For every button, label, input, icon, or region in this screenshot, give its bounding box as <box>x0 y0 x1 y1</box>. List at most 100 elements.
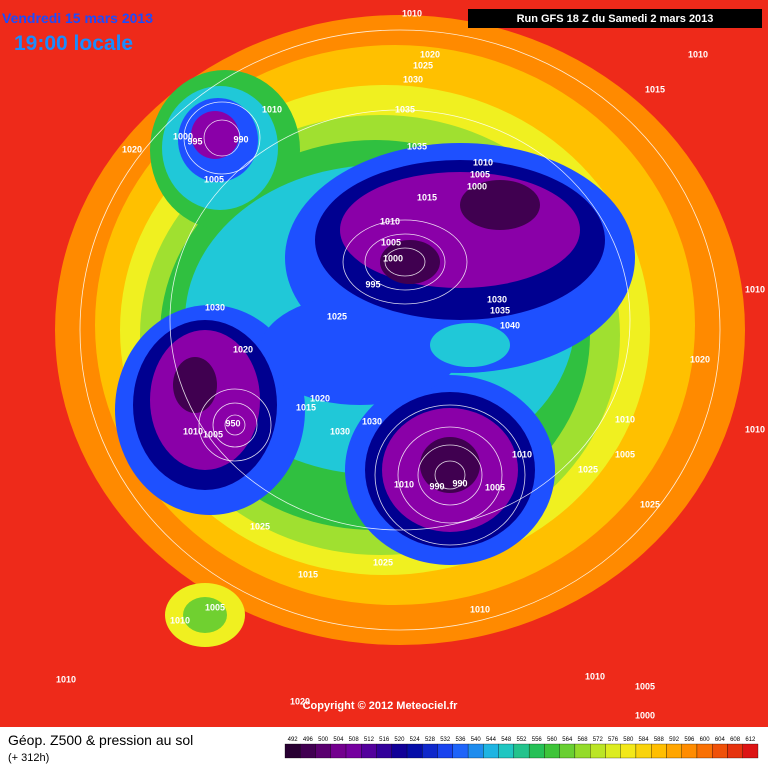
pressure-label: 1005 <box>204 174 224 184</box>
colorbar-swatch <box>452 743 469 759</box>
pressure-label: 1010 <box>688 49 708 59</box>
colorbar-label: 608 <box>730 737 741 743</box>
pressure-label: 1010 <box>380 216 400 226</box>
pressure-label: 1010 <box>745 424 765 434</box>
pressure-label: 1035 <box>490 305 510 315</box>
geopotential-field <box>0 0 768 727</box>
colorbar-swatch <box>544 743 560 759</box>
pressure-label: 1015 <box>417 192 437 202</box>
pressure-label: 1020 <box>310 393 330 403</box>
colorbar-swatch <box>345 743 362 759</box>
colorbar: 492 496 500 504 508 512 516 520 524 528 532 536 540 5… <box>284 737 759 759</box>
pressure-label: 1025 <box>250 521 270 531</box>
colorbar-swatch <box>513 743 530 759</box>
colorbar-label: 568 <box>578 737 589 743</box>
forecast-date: Vendredi 15 mars 2013 <box>2 10 153 26</box>
pressure-label: 1035 <box>407 141 427 151</box>
colorbar-swatch <box>727 743 743 759</box>
pressure-label: 995 <box>187 136 202 146</box>
colorbar-swatch <box>437 743 453 759</box>
colorbar-swatch <box>406 743 423 759</box>
footer-title: Géop. Z500 & pression au sol <box>8 732 193 748</box>
pressure-label: 1030 <box>205 302 225 312</box>
pressure-label: 1030 <box>330 426 350 436</box>
pressure-label: 950 <box>225 418 240 428</box>
footer-lead: (+ 312h) <box>8 752 49 764</box>
pressure-label: 1005 <box>635 681 655 691</box>
colorbar-label: 544 <box>486 737 497 743</box>
colorbar-label: 564 <box>562 737 573 743</box>
pressure-label: 1005 <box>203 429 223 439</box>
colorbar-swatch <box>315 743 331 759</box>
pressure-label: 990 <box>452 478 467 488</box>
pressure-label: 1000 <box>467 181 487 191</box>
pressure-label: 990 <box>233 134 248 144</box>
colorbar-label: 540 <box>471 737 482 743</box>
pressure-label: 1035 <box>395 104 415 114</box>
colorbar-label: 520 <box>394 737 405 743</box>
colorbar-label: 596 <box>684 737 695 743</box>
pressure-label: 1030 <box>362 416 382 426</box>
pressure-label: 1010 <box>394 479 414 489</box>
pressure-label: 1025 <box>578 464 598 474</box>
colorbar-label: 524 <box>410 737 421 743</box>
colorbar-label: 528 <box>425 737 436 743</box>
pressure-label: 1010 <box>56 674 76 684</box>
colorbar-swatch <box>284 743 301 759</box>
colorbar-label: 500 <box>318 737 329 743</box>
pressure-label: 1000 <box>383 253 403 263</box>
pressure-label: 1010 <box>170 615 190 625</box>
colorbar-swatch <box>590 743 606 759</box>
colorbar-swatch <box>574 743 591 759</box>
colorbar-swatch <box>467 743 484 759</box>
colorbar-label: 532 <box>440 737 451 743</box>
pressure-label: 1010 <box>585 671 605 681</box>
pressure-label: 1005 <box>381 237 401 247</box>
colorbar-label: 536 <box>455 737 466 743</box>
pressure-label: 1015 <box>296 402 316 412</box>
run-box <box>468 9 762 28</box>
colorbar-label: 592 <box>669 737 680 743</box>
colorbar-label: 492 <box>288 737 299 743</box>
pressure-label: 1030 <box>487 294 507 304</box>
colorbar-swatch <box>300 743 316 759</box>
forecast-time: 19:00 locale <box>14 32 133 55</box>
pressure-label: 1015 <box>298 569 318 579</box>
pressure-label: 1010 <box>470 604 490 614</box>
colorbar-swatch <box>696 743 713 759</box>
run-info: Run GFS 18 Z du Samedi 2 mars 2013 <box>517 13 714 25</box>
pressure-label: 1010 <box>512 449 532 459</box>
colorbar-swatch <box>391 743 408 759</box>
colorbar-label: 556 <box>532 737 543 743</box>
colorbar-swatch <box>361 743 377 759</box>
colorbar-swatch <box>483 743 499 759</box>
colorbar-label: 580 <box>623 737 634 743</box>
pressure-label: 1000 <box>635 710 655 720</box>
colorbar-swatch <box>330 743 347 759</box>
pressure-label: 1010 <box>745 284 765 294</box>
colorbar-swatch <box>376 743 392 759</box>
pressure-label: 1025 <box>373 557 393 567</box>
colorbar-swatch <box>742 743 759 759</box>
colorbar-swatch <box>422 743 438 759</box>
pressure-label: 1010 <box>473 157 493 167</box>
colorbar-label: 512 <box>364 737 375 743</box>
colorbar-swatch <box>651 743 667 759</box>
colorbar-swatch <box>666 743 682 759</box>
pressure-label: 1005 <box>205 602 225 612</box>
pressure-labels: 1010102010251030103510351015101010101000… <box>56 8 765 720</box>
pressure-label: 1010 <box>262 104 282 114</box>
colorbar-swatch <box>620 743 637 759</box>
colorbar-label: 572 <box>593 737 604 743</box>
pressure-label: 1020 <box>690 354 710 364</box>
pressure-label: 1005 <box>615 449 635 459</box>
pressure-label: 1020 <box>233 344 253 354</box>
pressure-label: 1030 <box>403 74 423 84</box>
colorbar-label: 584 <box>639 737 650 743</box>
isobars <box>79 29 721 631</box>
colorbar-swatch <box>635 743 652 759</box>
pressure-label: 1010 <box>615 414 635 424</box>
colorbar-swatch <box>605 743 621 759</box>
